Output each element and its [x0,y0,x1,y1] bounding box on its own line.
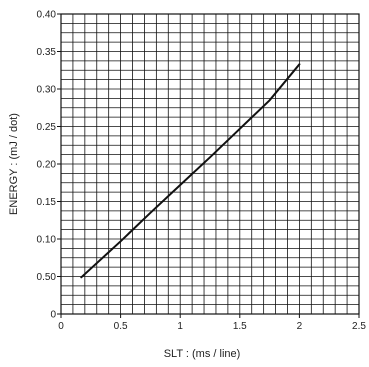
grid [61,14,359,314]
y-tick-label: 0.35 [37,47,57,58]
x-tick-label: 2 [297,321,303,332]
y-tick-label: 0.10 [37,235,57,246]
x-tick-label: 1 [177,321,183,332]
y-tick-label: 0.25 [37,122,57,133]
x-tick-label: 0.5 [114,321,128,332]
y-tick-label: 0 [50,310,56,321]
x-axis-ticks: 0 0.5 1 1.5 2 2.5 [58,314,366,332]
y-axis-ticks: 0 0.50 0.10 0.15 0.20 0.25 0.30 0.35 0.40 [37,10,61,321]
y-axis-label: ENERGY : (mJ / dot) [8,113,20,215]
y-tick-label: 0.30 [37,85,57,96]
x-tick-label: 1.5 [233,321,247,332]
y-tick-label: 0.20 [37,160,57,171]
x-tick-label: 2.5 [352,321,366,332]
y-tick-label: 0.50 [37,272,57,283]
series-line [80,63,301,279]
x-tick-label: 0 [58,321,64,332]
y-tick-label: 0.40 [37,10,57,21]
y-tick-label: 0.15 [37,197,57,208]
x-axis-label: SLT : (ms / line) [164,348,241,360]
